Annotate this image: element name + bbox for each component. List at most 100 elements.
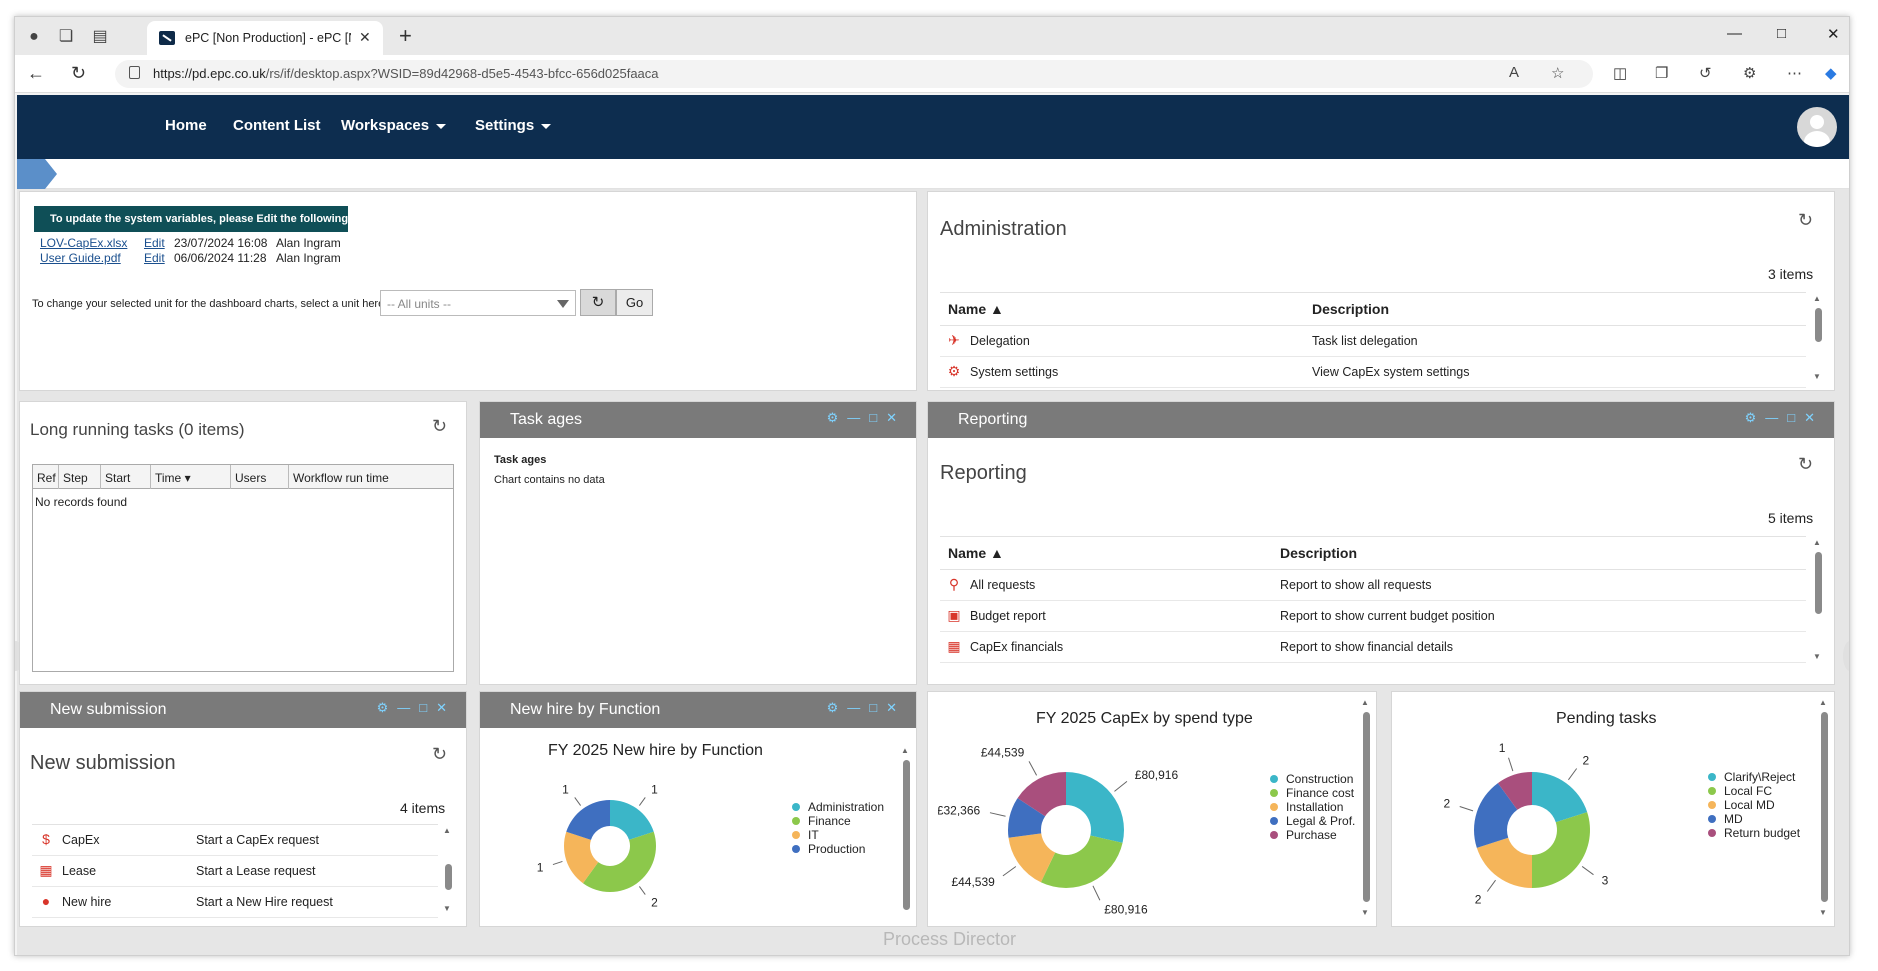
scroll-thumb[interactable] <box>1363 712 1370 902</box>
pie-slice[interactable] <box>564 831 599 884</box>
legend-item[interactable]: Return budget <box>1708 826 1800 840</box>
scrollbar[interactable]: ▲ <box>900 746 912 922</box>
pie-slice[interactable] <box>582 831 656 892</box>
refresh-icon[interactable]: ↻ <box>1798 454 1814 474</box>
table-row[interactable]: ✈ Delegation Task list delegation <box>940 326 1806 357</box>
scroll-up-icon[interactable]: ▲ <box>1813 538 1821 547</box>
copilot-icon[interactable]: ◆ <box>1825 65 1837 82</box>
pie-slice[interactable] <box>1040 835 1123 888</box>
table-row[interactable]: ⚙ System settings View CapEx system sett… <box>940 357 1806 388</box>
scroll-down-icon[interactable]: ▼ <box>443 904 451 913</box>
file-link[interactable]: User Guide.pdf <box>40 251 121 265</box>
panel-controls[interactable]: ⚙—□✕ <box>826 410 906 425</box>
table-row[interactable]: ▣ Budget report Report to show current b… <box>940 601 1806 632</box>
scrollbar[interactable]: ▲ ▼ <box>1812 294 1824 384</box>
table-row[interactable]: ⚲ All requests Report to show all reques… <box>940 570 1806 601</box>
back-icon[interactable]: ← <box>27 63 45 83</box>
col-step[interactable]: Step <box>59 465 101 489</box>
nav-content-list[interactable]: Content List <box>233 117 321 134</box>
pie-slice[interactable] <box>1017 772 1066 817</box>
legend-item[interactable]: IT <box>792 828 884 842</box>
reload-icon[interactable]: ↻ <box>71 63 87 83</box>
scroll-down-icon[interactable]: ▼ <box>1361 908 1369 917</box>
legend-item[interactable]: Local MD <box>1708 798 1800 812</box>
window-close-icon[interactable]: ✕ <box>1827 26 1840 43</box>
legend-item[interactable]: Purchase <box>1270 828 1355 842</box>
pie-slice[interactable] <box>1532 772 1588 823</box>
browser-tab-active[interactable]: ePC [Non Production] - ePC [Non Producti… <box>147 21 383 55</box>
scrollbar[interactable]: ▲ ▼ <box>1818 698 1830 920</box>
scroll-down-icon[interactable]: ▼ <box>1819 908 1827 917</box>
legend-item[interactable]: Clarify\Reject <box>1708 770 1800 784</box>
extensions-icon[interactable]: ⚙ <box>1743 65 1757 82</box>
scroll-up-icon[interactable]: ▲ <box>1819 698 1827 707</box>
legend-item[interactable]: Legal & Prof. <box>1270 814 1355 828</box>
scroll-up-icon[interactable]: ▲ <box>443 826 451 835</box>
scroll-thumb[interactable] <box>1815 552 1822 614</box>
nav-home[interactable]: Home <box>165 117 207 134</box>
workspaces-icon[interactable]: ❏ <box>58 28 74 45</box>
scrollbar[interactable]: ▲ ▼ <box>1360 698 1372 920</box>
user-avatar[interactable] <box>1797 107 1837 147</box>
col-time[interactable]: Time ▾ <box>151 465 231 489</box>
close-icon[interactable]: ✕ <box>359 29 371 45</box>
pie-slice[interactable] <box>1008 833 1056 883</box>
col-description[interactable]: Description <box>1312 301 1390 317</box>
table-row[interactable]: $ CapEx Start a CapEx request <box>32 825 438 856</box>
panel-controls[interactable]: ⚙—□✕ <box>826 700 906 715</box>
scroll-up-icon[interactable]: ▲ <box>1813 294 1821 303</box>
legend-item[interactable]: Finance cost <box>1270 786 1355 800</box>
history-icon[interactable]: ↺ <box>1699 65 1712 82</box>
legend-item[interactable]: Local FC <box>1708 784 1800 798</box>
pie-slice[interactable] <box>1008 798 1046 838</box>
legend-item[interactable]: Administration <box>792 800 884 814</box>
table-row[interactable]: ▦ Lease Start a Lease request <box>32 856 438 887</box>
more-icon[interactable]: ⋯ <box>1787 65 1802 82</box>
refresh-icon[interactable]: ↻ <box>432 744 448 764</box>
scroll-thumb[interactable] <box>1815 308 1822 342</box>
scroll-down-icon[interactable]: ▼ <box>1813 372 1821 381</box>
col-description[interactable]: Description <box>1280 545 1358 561</box>
url-field[interactable]: https://pd.epc.co.uk/rs/if/desktop.aspx?… <box>115 60 1593 88</box>
tab-actions-icon[interactable]: ▤ <box>92 28 108 45</box>
new-tab-icon[interactable]: + <box>399 23 412 48</box>
legend-item[interactable]: Installation <box>1270 800 1355 814</box>
refresh-icon[interactable]: ↻ <box>432 416 448 436</box>
scroll-thumb[interactable] <box>1821 712 1828 902</box>
pie-slice[interactable] <box>1066 772 1124 843</box>
file-link[interactable]: LOV-CapEx.xlsx <box>40 236 128 250</box>
legend-item[interactable]: MD <box>1708 812 1800 826</box>
pie-slice[interactable] <box>566 800 610 840</box>
scroll-thumb[interactable] <box>445 864 452 890</box>
table-row[interactable]: ▦ CapEx financials Report to show financ… <box>940 632 1806 663</box>
col-start[interactable]: Start <box>101 465 151 489</box>
edit-link[interactable]: Edit <box>144 251 165 265</box>
panel-controls[interactable]: ⚙—□✕ <box>1744 410 1824 425</box>
minimize-icon[interactable]: — <box>1727 25 1742 42</box>
read-aloud-icon[interactable]: A <box>1509 64 1520 81</box>
col-users[interactable]: Users <box>231 465 289 489</box>
scroll-up-icon[interactable]: ▲ <box>901 746 909 755</box>
col-workflow-run-time[interactable]: Workflow run time <box>293 471 389 485</box>
pie-slice[interactable] <box>1532 812 1590 888</box>
collections-icon[interactable]: ❐ <box>1655 65 1669 82</box>
unit-select[interactable]: -- All units -- <box>380 290 576 316</box>
pie-slice[interactable] <box>1497 772 1532 810</box>
scrollbar[interactable]: ▲ ▼ <box>1812 538 1824 664</box>
nav-settings[interactable]: Settings <box>475 117 552 134</box>
reset-unit-button[interactable]: ↻ <box>580 289 616 316</box>
panel-controls[interactable]: ⚙—□✕ <box>376 700 456 715</box>
legend-item[interactable]: Production <box>792 842 884 856</box>
scrollbar[interactable]: ▲ ▼ <box>442 826 454 916</box>
split-screen-icon[interactable]: ◫ <box>1613 65 1628 82</box>
scroll-right-icon[interactable] <box>1843 641 1849 671</box>
table-row[interactable]: ● New hire Start a New Hire request <box>32 887 438 918</box>
col-name[interactable]: Name ▲ <box>948 301 1004 317</box>
breadcrumb-home[interactable] <box>17 159 45 189</box>
pie-slice[interactable] <box>610 800 654 840</box>
col-name[interactable]: Name ▲ <box>948 545 1004 561</box>
pie-slice[interactable] <box>1474 783 1518 848</box>
scroll-up-icon[interactable]: ▲ <box>1361 698 1369 707</box>
favorite-star-icon[interactable]: ☆ <box>1551 65 1565 82</box>
scroll-down-icon[interactable]: ▼ <box>1813 652 1821 661</box>
